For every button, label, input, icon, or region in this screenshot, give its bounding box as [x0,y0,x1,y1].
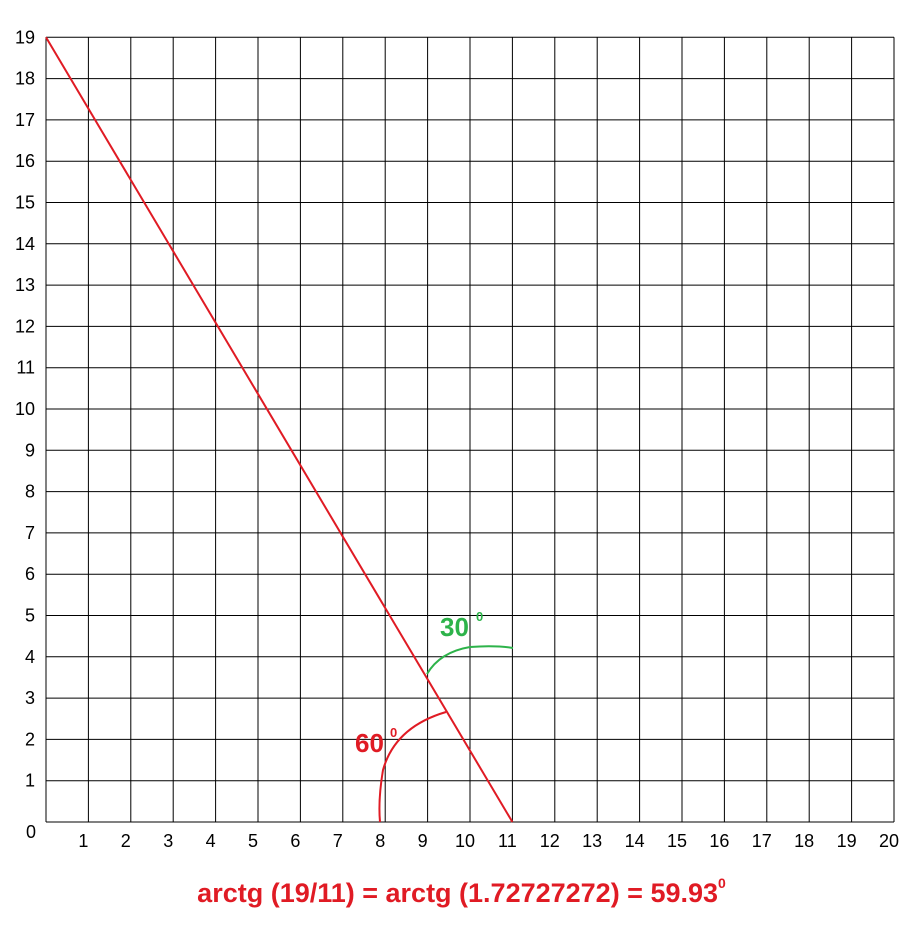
y-tick-label: 9 [25,440,35,460]
x-tick-label: 19 [837,831,857,851]
x-tick-label: 14 [625,831,645,851]
y-tick-label: 16 [15,151,35,171]
x-tick-label: 4 [206,831,216,851]
y-tick-label: 12 [15,316,35,336]
grid [45,36,895,823]
x-tick-label: 18 [794,831,814,851]
x-tick-label: 8 [375,831,385,851]
y-tick-label: 3 [25,688,35,708]
tick-labels: 0 1 2 3 4 5 6 7 8 9 10 11 12 13 14 15 16 17 18 19 2012345678… [15,27,899,851]
y-tick-label: 13 [15,275,35,295]
x-tick-label: 6 [290,831,300,851]
y-tick-label: 7 [25,523,35,543]
y-tick-label: 14 [15,234,35,254]
formula-text: arctg (19/11) = arctg (1.72727272) = 59.… [197,878,719,908]
y-tick-label: 17 [15,110,35,130]
y-tick-label: 11 [16,358,35,378]
x-tick-label: 1 [78,831,88,851]
x-tick-label: 3 [163,831,173,851]
y-tick-label: 4 [25,647,35,667]
x-tick-label: 2 [121,831,131,851]
y-tick-label: 2 [25,729,35,749]
x-tick-label: 10 [455,831,475,851]
angle-degree-60: 0 [390,725,397,740]
y-tick-label: 1 [25,771,35,791]
y-tick-label: 10 [15,399,35,419]
y-tick-label: 8 [25,482,35,502]
arctg-formula: arctg (19/11) = arctg (1.72727272) = 59.… [0,875,923,909]
y-tick-label: 15 [15,193,35,213]
formula-degree: 0 [718,875,726,891]
x-tick-label: 0 [26,822,36,842]
y-tick-label: 18 [15,69,35,89]
y-tick-label: 6 [25,564,35,584]
red-slope-line [45,36,514,823]
y-tick-label: 19 [15,27,35,47]
x-tick-label: 9 [418,831,428,851]
x-tick-label: 11 [498,831,517,851]
x-tick-label: 5 [248,831,258,851]
x-tick-label: 15 [667,831,687,851]
x-tick-label: 16 [709,831,729,851]
angle-label-30: 30 [440,612,469,642]
x-tick-label: 17 [752,831,772,851]
x-tick-label: 20 [879,831,899,851]
angle-arc-30 [426,645,514,675]
y-tick-label: 5 [25,606,35,626]
angle-degree-30: 0 [476,609,483,624]
angle-arc-60 [378,711,447,823]
x-tick-label: 7 [333,831,343,851]
x-tick-label: 12 [540,831,560,851]
x-tick-label: 13 [582,831,602,851]
angle-label-60: 60 [355,728,384,758]
